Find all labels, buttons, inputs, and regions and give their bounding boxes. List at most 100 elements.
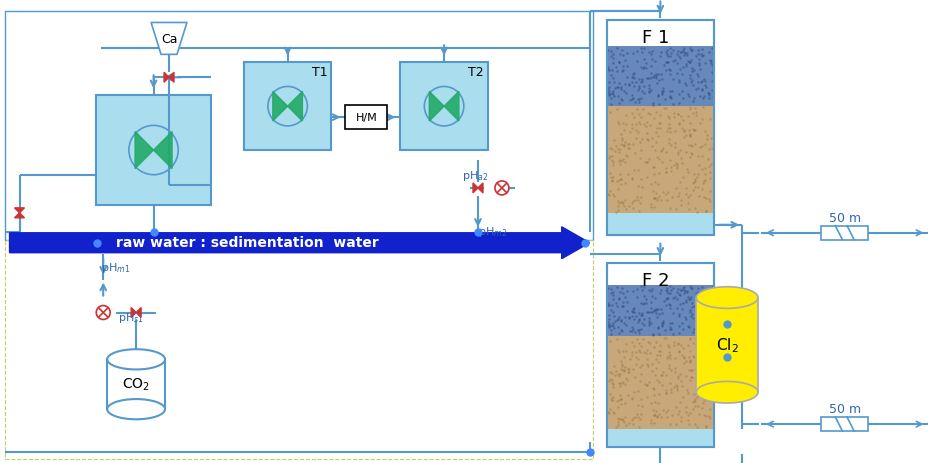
Point xyxy=(653,120,668,127)
Point xyxy=(688,205,703,212)
Point xyxy=(672,55,687,63)
Point xyxy=(634,300,649,307)
Point xyxy=(701,196,716,203)
Point xyxy=(683,150,698,157)
Point xyxy=(602,302,617,309)
Point xyxy=(655,91,670,99)
Point xyxy=(615,199,630,206)
Point xyxy=(685,69,700,76)
Point xyxy=(635,184,650,192)
Point xyxy=(678,63,693,71)
Point xyxy=(620,288,635,295)
Point xyxy=(652,193,667,200)
Point xyxy=(691,153,706,160)
Point xyxy=(622,144,637,152)
Point xyxy=(672,80,687,87)
Point xyxy=(649,351,664,359)
Point xyxy=(619,120,634,128)
Point xyxy=(634,312,649,319)
Point xyxy=(604,157,620,164)
Point xyxy=(670,48,685,56)
Point xyxy=(653,53,668,60)
Point xyxy=(704,294,719,301)
Point xyxy=(630,129,645,137)
Point xyxy=(624,308,639,315)
Point xyxy=(649,313,664,321)
Point xyxy=(648,412,663,419)
Point xyxy=(648,129,663,137)
Point xyxy=(658,386,674,394)
Point xyxy=(670,149,685,156)
Point xyxy=(664,320,679,327)
Point xyxy=(664,388,679,396)
Point xyxy=(680,342,695,349)
Point xyxy=(701,156,716,163)
Point xyxy=(605,88,621,95)
Point xyxy=(612,295,627,302)
Point xyxy=(607,148,622,155)
Point xyxy=(633,121,648,128)
Bar xyxy=(696,298,758,392)
Ellipse shape xyxy=(107,350,165,369)
Point xyxy=(614,396,629,403)
Point xyxy=(615,47,630,55)
Point xyxy=(658,169,674,176)
Ellipse shape xyxy=(107,399,165,419)
Point xyxy=(695,95,710,102)
Point xyxy=(655,318,670,325)
Point xyxy=(692,66,708,73)
Point xyxy=(694,79,710,86)
Point xyxy=(643,319,658,326)
Point xyxy=(641,90,657,97)
Point xyxy=(642,318,657,325)
Point xyxy=(695,399,710,407)
Point xyxy=(687,184,702,191)
Bar xyxy=(821,417,868,431)
Point xyxy=(615,380,630,387)
Point xyxy=(632,208,647,215)
Point xyxy=(667,57,682,65)
Point xyxy=(601,285,616,292)
Point xyxy=(631,317,646,324)
Point xyxy=(604,177,620,185)
Point xyxy=(677,50,692,57)
Point xyxy=(644,75,659,82)
Point xyxy=(637,56,652,63)
Point xyxy=(642,122,657,130)
Point xyxy=(625,141,640,149)
Point xyxy=(702,384,717,392)
Point xyxy=(619,348,634,356)
Point xyxy=(651,92,666,100)
Point xyxy=(611,93,626,100)
Point xyxy=(637,121,652,129)
Point xyxy=(683,366,698,374)
Point xyxy=(634,309,649,317)
Point xyxy=(620,75,635,82)
Point xyxy=(606,362,622,369)
Point xyxy=(615,379,630,386)
Point xyxy=(672,147,687,155)
Point xyxy=(685,405,700,413)
Point xyxy=(627,413,642,421)
Point xyxy=(704,311,719,319)
Bar xyxy=(244,63,331,151)
Text: 50 m: 50 m xyxy=(829,211,861,224)
Point xyxy=(702,188,717,195)
Point xyxy=(660,290,675,298)
Point xyxy=(680,113,695,120)
Point xyxy=(611,81,626,88)
Point xyxy=(644,293,659,300)
Point xyxy=(641,339,657,346)
Point xyxy=(639,130,655,138)
Point xyxy=(672,349,687,356)
Point xyxy=(637,349,652,356)
Point xyxy=(639,300,654,307)
Point xyxy=(644,285,659,293)
Point xyxy=(624,125,639,133)
Point xyxy=(703,161,718,168)
Point xyxy=(605,381,621,388)
Point xyxy=(666,113,681,121)
Point xyxy=(701,370,716,377)
Point xyxy=(610,146,625,154)
Point xyxy=(692,194,707,201)
